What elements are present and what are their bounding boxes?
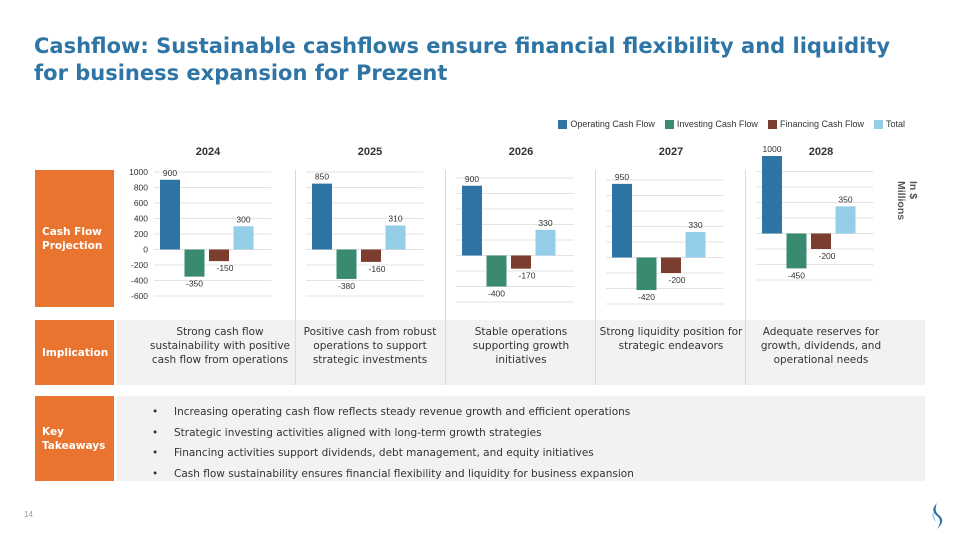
bar-2026-1 [486, 255, 507, 287]
data-label: -150 [216, 263, 233, 273]
takeaways-list: Increasing operating cash flow reflects … [150, 402, 910, 484]
column-separator [595, 170, 596, 385]
legend-label-operating: Operating Cash Flow [570, 119, 655, 129]
data-label: -200 [668, 275, 685, 285]
y-tick-label: 400 [134, 214, 148, 224]
bar-2024-1 [184, 249, 205, 277]
data-label: 350 [838, 194, 852, 204]
data-label: 850 [315, 172, 329, 182]
bar-2024-0 [160, 179, 180, 250]
takeaway-item: Cash flow sustainability ensures financi… [150, 464, 910, 485]
bar-2028-0 [762, 156, 782, 234]
legend-swatch-financing [767, 119, 777, 129]
column-separator [745, 170, 746, 385]
data-label: -380 [338, 281, 355, 291]
implication-2026: Stable operations supporting growth init… [472, 326, 570, 366]
data-label: -400 [488, 289, 505, 299]
implication-2028: Adequate reserves for growth, dividends,… [760, 326, 882, 366]
bar-2027-3 [685, 231, 706, 258]
bar-2024-3 [233, 226, 254, 250]
takeaway-item: Strategic investing activities aligned w… [150, 423, 910, 444]
bar-2025-0 [312, 183, 332, 250]
bar-2028-1 [786, 233, 807, 269]
column-separator [445, 170, 446, 385]
data-label: 900 [163, 168, 177, 178]
year-label-2026: 2026 [508, 146, 534, 158]
y-tick-label: -600 [131, 291, 148, 301]
row-label-projection: Cash Flow Projection [35, 170, 114, 307]
bar-2025-1 [336, 249, 357, 279]
row-label-takeaways: Key Takeaways [35, 396, 114, 481]
page-title: Cashflow: Sustainable cashflows ensure f… [34, 34, 891, 85]
data-label: -200 [818, 251, 835, 261]
implication-row-background [117, 320, 925, 385]
data-label: 950 [615, 172, 629, 182]
year-label-2025: 2025 [357, 146, 383, 158]
y-tick-label: -400 [131, 276, 148, 286]
legend-label-investing: Investing Cash Flow [676, 119, 758, 129]
data-label: -350 [186, 279, 203, 289]
unit-label: In $ Millions [895, 181, 919, 221]
bar-2028-3 [835, 206, 856, 234]
row-label-implication: Implication [35, 320, 114, 385]
legend-label-financing: Financing Cash Flow [779, 119, 864, 129]
legend-swatch-total [873, 119, 883, 129]
data-label: 330 [538, 218, 552, 228]
column-separator [295, 170, 296, 385]
legend-swatch-operating [558, 119, 568, 129]
cashflow-chart: 1000 800 600 400 200 0 -200 -400 -600 900 -350 -150… [129, 144, 874, 305]
data-label: 330 [688, 220, 702, 230]
legend-item-total: Total [873, 119, 905, 129]
bar-2026-3 [535, 229, 556, 256]
y-tick-label: 200 [134, 229, 148, 239]
y-tick-label: 600 [134, 198, 148, 208]
data-label: -450 [788, 270, 805, 280]
year-label-2027: 2027 [658, 146, 684, 158]
y-tick-label: -200 [131, 260, 148, 270]
legend-item-investing: Investing Cash Flow [664, 119, 758, 129]
data-label: -420 [638, 292, 655, 302]
bar-2025-2 [361, 249, 381, 262]
y-tick-label: 0 [143, 245, 148, 255]
legend-swatch-investing [664, 119, 674, 129]
implication-2024: Strong cash flow sustainability with pos… [149, 326, 291, 366]
bar-2026-0 [462, 185, 482, 256]
data-label: 310 [388, 213, 402, 223]
bar-2027-0 [612, 183, 632, 258]
y-tick-label: 1000 [129, 167, 148, 177]
takeaway-item: Increasing operating cash flow reflects … [150, 402, 910, 423]
data-label: -170 [518, 271, 535, 281]
legend-item-operating: Operating Cash Flow [558, 119, 655, 129]
data-label: 900 [465, 174, 479, 184]
year-label-2024: 2024 [195, 146, 221, 158]
takeaway-item: Financing activities support dividends, … [150, 443, 910, 464]
legend-label-total: Total [885, 119, 905, 129]
year-label-2028: 2028 [808, 146, 834, 158]
legend-item-financing: Financing Cash Flow [767, 119, 864, 129]
bar-2025-3 [385, 225, 406, 250]
y-tick-label: 800 [134, 183, 148, 193]
bar-2027-1 [636, 257, 657, 291]
data-label: 1000 [763, 144, 782, 154]
bar-2028-2 [811, 233, 831, 249]
data-label: -160 [368, 264, 385, 274]
implication-2027: Strong liquidity position for strategic … [599, 326, 743, 352]
brand-logo-icon [932, 503, 943, 529]
data-label: 300 [236, 214, 250, 224]
bar-2027-2 [661, 257, 681, 273]
bar-2024-2 [209, 249, 229, 262]
implication-2025: Positive cash from robust operations to … [303, 326, 437, 366]
page-number: 14 [24, 510, 33, 519]
bar-2026-2 [511, 255, 531, 269]
chart-legend: Operating Cash Flow Investing Cash Flow … [558, 119, 905, 129]
